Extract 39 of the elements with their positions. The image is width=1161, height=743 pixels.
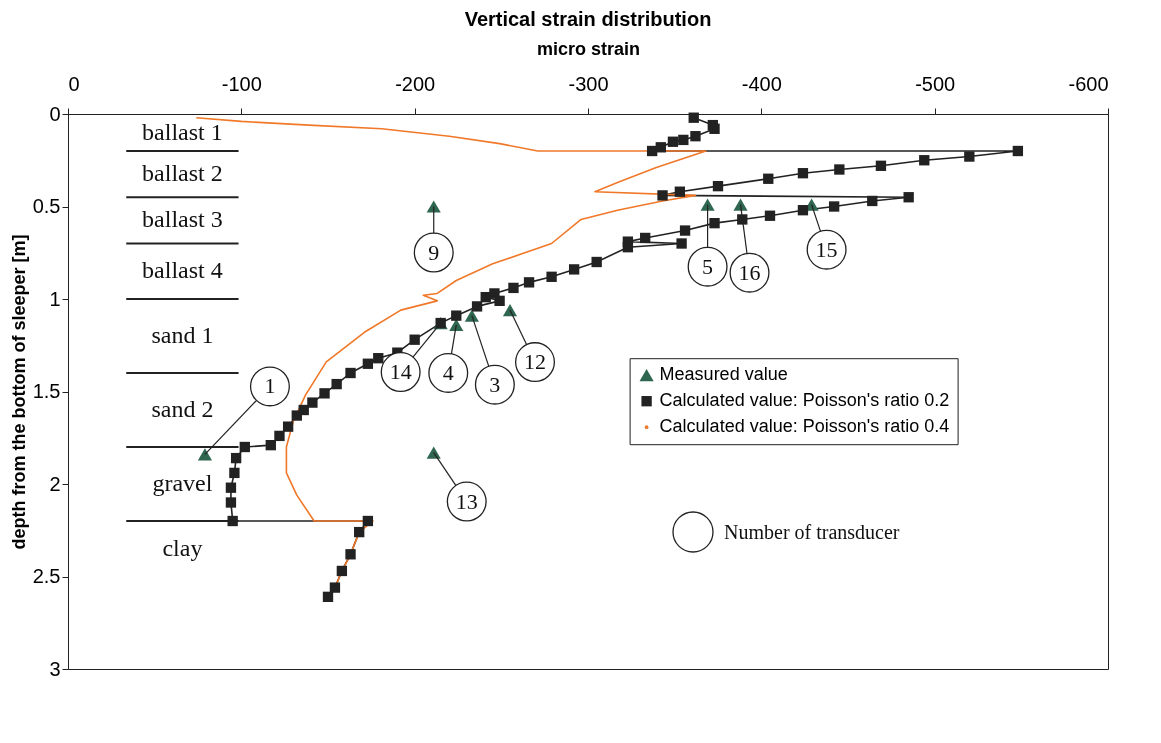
y-axis-title: depth from the bottom of sleeper [m] xyxy=(8,234,29,550)
x-tick-label: -200 xyxy=(395,72,436,95)
text: Calculated value: Poisson's ratio 0.4 xyxy=(659,416,950,437)
annotation: gravel xyxy=(152,470,213,496)
x-tick-label: -300 xyxy=(568,72,609,95)
x-tick-label: -400 xyxy=(741,72,782,95)
y-tick-label: 1 xyxy=(49,287,61,310)
annotation: 4 xyxy=(442,359,454,385)
annotation: Number of transducer xyxy=(724,521,900,544)
legend-label: Calculated value: Poisson's ratio 0.2 xyxy=(659,390,950,411)
x-tick-label: 0 xyxy=(68,72,80,95)
annotation: 15 xyxy=(815,236,838,262)
x-axis-title: micro strain xyxy=(536,38,641,59)
y-tick-label: 2.5 xyxy=(32,565,61,587)
annotation: ballast 2 xyxy=(142,160,223,187)
annotation: ballast 1 xyxy=(142,118,223,145)
annotation: ballast 3 xyxy=(142,206,223,233)
annotation: 9 xyxy=(428,239,440,265)
annotation: sand 2 xyxy=(151,396,214,422)
annotation: 16 xyxy=(738,259,761,285)
annotation: 1 xyxy=(264,373,276,399)
annotation: 5 xyxy=(702,253,714,279)
y-tick-label: 0 xyxy=(49,102,61,125)
annotation: 13 xyxy=(455,488,478,514)
x-tick-label: -600 xyxy=(1068,72,1109,95)
annotation: 14 xyxy=(389,359,412,385)
y-tick-label: 2 xyxy=(49,472,61,495)
annotation: 12 xyxy=(524,349,546,375)
x-tick-label: -100 xyxy=(221,72,262,95)
annotation: 3 xyxy=(489,371,501,397)
legend-label: Measured value xyxy=(659,364,788,385)
annotation: sand 1 xyxy=(151,322,214,348)
chart-title: Vertical strain distribution xyxy=(464,8,712,30)
annotation: ballast 4 xyxy=(142,257,223,284)
y-tick-label: 3 xyxy=(49,657,61,680)
annotation: clay xyxy=(162,535,203,561)
y-tick-label: 1.5 xyxy=(32,380,61,402)
x-tick-label: -500 xyxy=(915,72,956,95)
y-tick-label: 0.5 xyxy=(32,195,61,217)
